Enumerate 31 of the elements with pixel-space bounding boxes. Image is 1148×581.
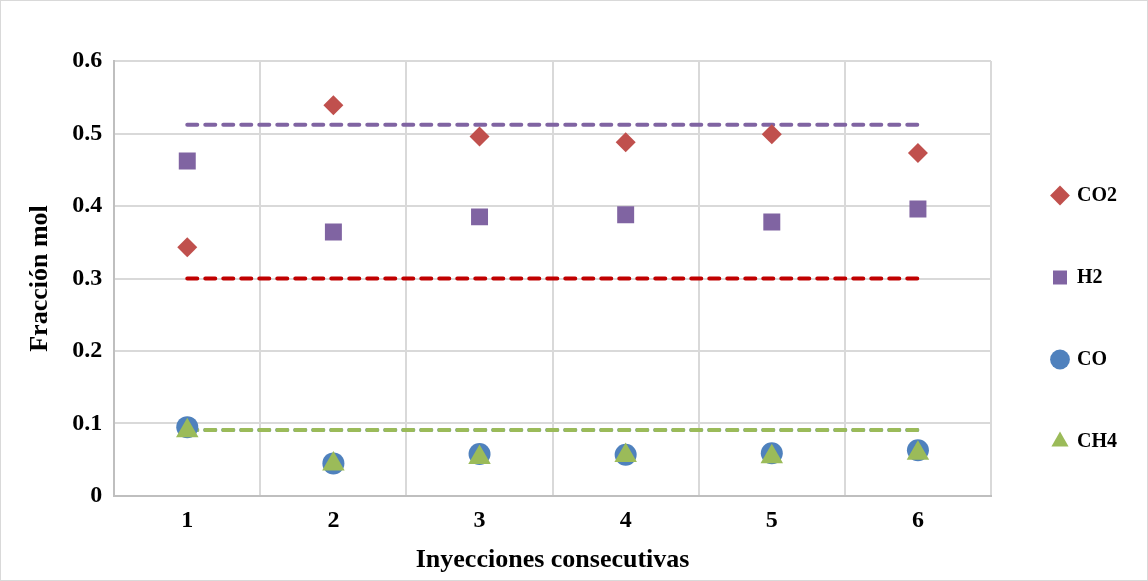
- point: [471, 208, 489, 226]
- legend-label: CH4: [1077, 428, 1117, 451]
- legend-label: CO2: [1077, 182, 1117, 205]
- y-tick-label: 0.4: [72, 191, 103, 218]
- point: [617, 206, 635, 224]
- y-tick-label: 0: [90, 481, 103, 508]
- x-tick-label: 4: [619, 505, 632, 532]
- point: [909, 200, 927, 218]
- point: [469, 126, 490, 147]
- y-tick-label: 0.2: [72, 336, 103, 363]
- y-tick-label: 0.5: [72, 118, 103, 145]
- point: [615, 132, 636, 153]
- point: [761, 124, 782, 145]
- x-tick-label: 3: [473, 505, 486, 532]
- point: [177, 237, 198, 258]
- y-axis-title: Fracción mol: [24, 205, 54, 352]
- legend-label: CO: [1077, 346, 1107, 369]
- y-tick-label: 0.1: [72, 408, 103, 435]
- x-tick-label: 5: [765, 505, 778, 532]
- point: [178, 152, 196, 170]
- legend-label: H2: [1077, 264, 1103, 287]
- point: [763, 213, 781, 231]
- y-tick-label: 0.3: [72, 263, 103, 290]
- x-axis-title: Inyecciones consecutivas: [415, 544, 690, 574]
- y-tick-label: 0.6: [72, 46, 103, 73]
- x-tick-label: 6: [911, 505, 924, 532]
- point: [324, 223, 342, 241]
- x-tick-label: 1: [181, 505, 194, 532]
- point: [323, 95, 344, 116]
- x-tick-label: 2: [327, 505, 340, 532]
- point: [907, 143, 928, 164]
